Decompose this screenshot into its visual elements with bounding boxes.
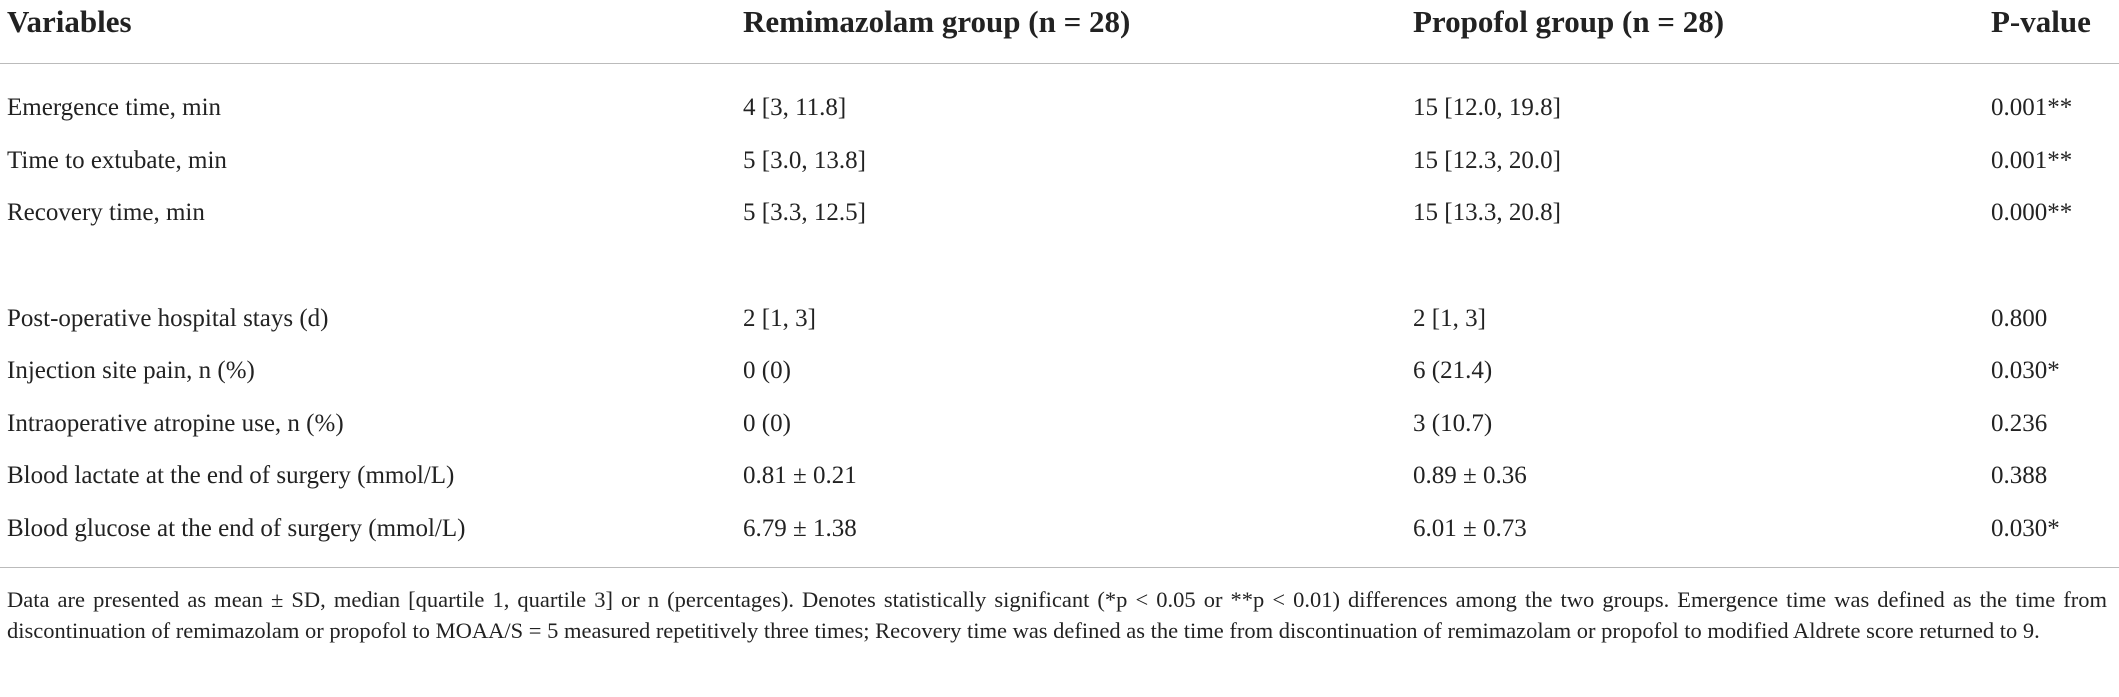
row-label: Recovery time, min	[7, 199, 205, 226]
cell-value: 0.030*	[1991, 514, 2060, 542]
cell-value: 0.81 ± 0.21	[743, 462, 857, 489]
row-label: Post-operative hospital stays (d)	[7, 304, 329, 332]
cell-value: 0.030*	[1991, 357, 2060, 384]
cell-value: 6.79 ± 1.38	[743, 514, 857, 542]
cell-value: 15 [12.0, 19.8]	[1413, 94, 1561, 121]
cell-value: 6.01 ± 0.73	[1413, 514, 1527, 542]
bottom-rule	[0, 567, 2119, 568]
row-label: Injection site pain, n (%)	[7, 357, 255, 384]
cell-value: 15 [13.3, 20.8]	[1413, 199, 1561, 226]
cell-value: 5 [3.3, 12.5]	[743, 199, 866, 226]
cell-value: 0 (0)	[743, 357, 791, 384]
row-label: Blood lactate at the end of surgery (mmo…	[7, 462, 455, 489]
row-label: Intraoperative atropine use, n (%)	[7, 409, 344, 437]
cell-value: 2 [1, 3]	[1413, 304, 1486, 332]
cell-value: 15 [12.3, 20.0]	[1413, 146, 1561, 174]
cell-value: 0.001**	[1991, 94, 2073, 121]
cell-value: 5 [3.0, 13.8]	[743, 146, 866, 174]
cell-value: 3 (10.7)	[1413, 409, 1493, 437]
cell-value: 0.000**	[1991, 199, 2073, 226]
cell-value: 0.236	[1991, 409, 2048, 437]
row-label: Time to extubate, min	[7, 146, 227, 174]
cell-value: 0.388	[1991, 462, 2048, 489]
header-rule	[0, 63, 2119, 64]
column-header: Variables	[7, 4, 132, 39]
cell-value: 0.800	[1991, 304, 2048, 332]
cell-value: 6 (21.4)	[1413, 357, 1493, 384]
cell-value: 0.001**	[1991, 146, 2073, 174]
row-label: Emergence time, min	[7, 94, 222, 121]
column-header: Remimazolam group (n = 28)	[743, 4, 1131, 39]
row-label: Blood glucose at the end of surgery (mmo…	[7, 514, 466, 542]
cell-value: 4 [3, 11.8]	[743, 94, 847, 121]
column-header: P-value	[1991, 4, 2091, 39]
cell-value: 0 (0)	[743, 409, 791, 437]
column-header: Propofol group (n = 28)	[1413, 4, 1725, 39]
cell-value: 0.89 ± 0.36	[1413, 462, 1527, 489]
footnote: Data are presented as mean ± SD, median …	[7, 587, 2107, 643]
cell-value: 2 [1, 3]	[743, 304, 816, 332]
